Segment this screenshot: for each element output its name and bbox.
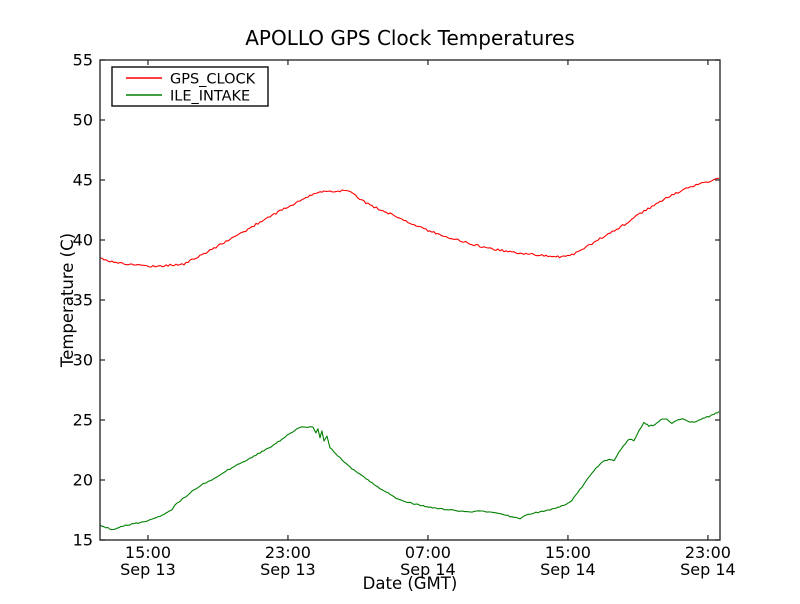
x-tick-time-label: 07:00: [405, 543, 451, 562]
y-tick-label: 30: [73, 351, 93, 370]
y-tick-label: 15: [73, 531, 93, 550]
x-tick-date-label: Sep 14: [540, 560, 596, 579]
y-tick-label: 45: [73, 171, 93, 190]
y-tick-label: 25: [73, 411, 93, 430]
x-tick-time-label: 15:00: [125, 543, 171, 562]
x-tick-time-label: 23:00: [685, 543, 731, 562]
x-tick-time-label: 15:00: [545, 543, 591, 562]
gps-clock-line: [99, 177, 720, 268]
x-tick-date-label: Sep 14: [400, 560, 456, 579]
y-tick-label: 40: [73, 231, 93, 250]
chart-title: APOLLO GPS Clock Temperatures: [245, 26, 575, 50]
legend-box: [111, 66, 269, 107]
y-tick-label: 50: [73, 111, 93, 130]
x-tick-date-label: Sep 14: [680, 560, 736, 579]
plot-border: [99, 59, 721, 541]
ile-intake-line: [99, 411, 720, 531]
x-tick-date-label: Sep 13: [120, 560, 176, 579]
y-tick-label: 35: [73, 291, 93, 310]
x-axis-label: Date (GMT): [363, 574, 458, 593]
x-tick-time-label: 23:00: [265, 543, 311, 562]
series-lines: [99, 177, 720, 531]
x-tick-date-label: Sep 13: [260, 560, 316, 579]
legend-label-gps-clock: GPS_CLOCK: [170, 72, 256, 88]
y-tick-label: 20: [73, 471, 93, 490]
y-tick-label: 55: [73, 51, 93, 70]
legend-label-ile-intake: ILE_INTAKE: [170, 89, 250, 105]
y-axis-label: Temperature (C): [58, 233, 77, 368]
